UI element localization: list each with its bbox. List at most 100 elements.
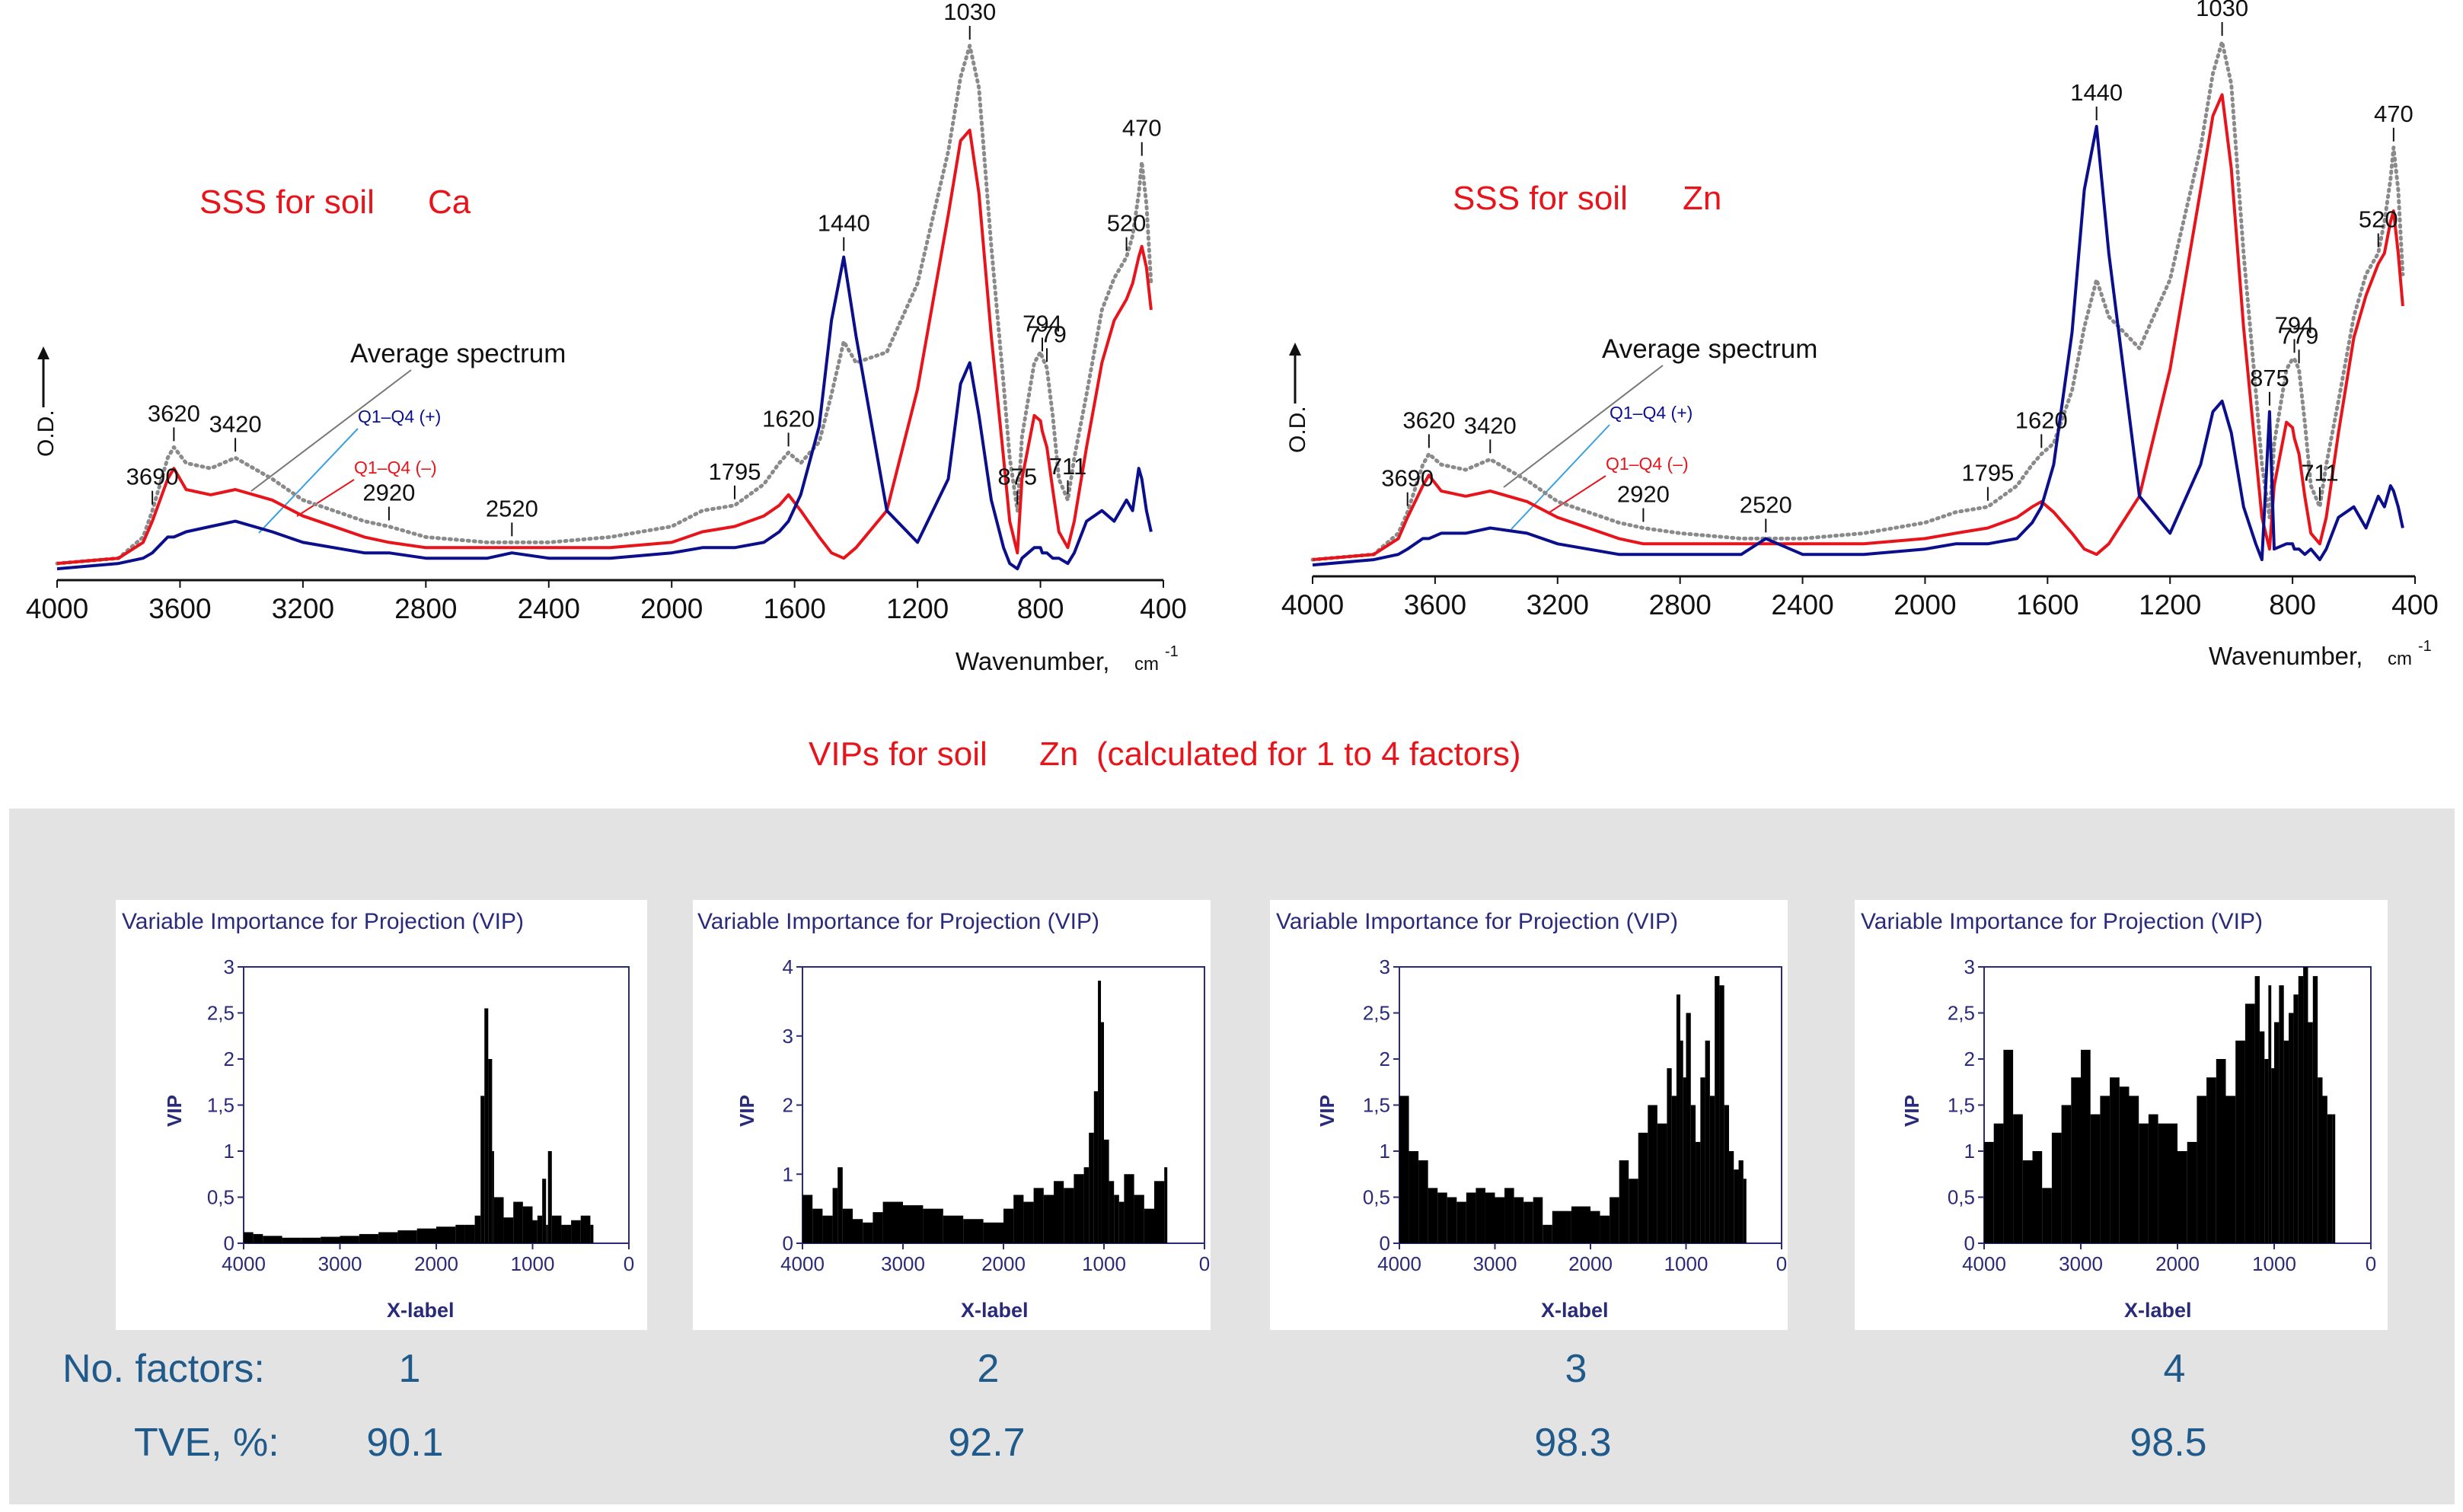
vip-bar [1144,1208,1154,1243]
x-tick-label: 3200 [1527,589,1589,620]
peak-label: 470 [1122,115,1162,142]
factor-value: 4 [2164,1347,2186,1391]
vip-bar [1700,1077,1705,1243]
factors-row-label: No. factors: [62,1347,265,1391]
vip-bar [1476,1188,1485,1243]
peak-label: 3620 [1402,407,1455,433]
vip-bar [2303,967,2308,1243]
vip-bar [1619,1160,1629,1243]
x-tick-label: 400 [1140,593,1187,624]
vip-bar [2032,1151,2043,1243]
vip-bar [2071,1077,2081,1243]
vip-bar [546,1224,548,1243]
vip-chart-title: Variable Importance for Projection (VIP) [697,909,1099,934]
average-spectrum-label: Average spectrum [350,339,566,368]
vip-x-tick-label: 0 [624,1252,634,1275]
vip-bar [1690,1105,1696,1243]
vip-bar [963,1219,984,1243]
vip-bar [1104,1139,1109,1243]
vip-y-tick-label: 2 [783,1094,793,1117]
peak-label: 1440 [2070,79,2123,106]
factor-value: 3 [1565,1347,1587,1391]
q-plus-label: Q1–Q4 (+) [358,407,441,426]
vip-bar [2003,1049,2014,1243]
vip-bar [455,1224,465,1243]
peak-label: 794 [2275,311,2315,338]
vip-x-tick-label: 4000 [780,1252,825,1275]
vip-bar [1648,1105,1657,1243]
peak-label: 3420 [209,410,262,437]
vip-bar [2013,1114,2023,1243]
vip-bar [2322,1096,2327,1243]
vip-bar [484,1008,489,1243]
peak-label: 794 [1023,310,1062,337]
vip-y-tick-label: 4 [783,955,793,978]
q-minus-label: Q1–Q4 (–) [354,458,437,477]
vip-bar [1683,1077,1686,1243]
tve-value: 90.1 [366,1421,443,1465]
vip-bar [2197,1096,2207,1243]
vip-bar [513,1201,523,1243]
vip-bar [2308,1022,2313,1243]
vip-bar [2327,1114,2333,1243]
vip-bar [2090,1114,2101,1243]
vip-bar [1164,1167,1168,1243]
peak-label: 1620 [762,405,815,432]
vip-plot: 0 1 2 3 4 4000 3000 2000 1000 0 [780,955,1210,1275]
vip-y-tick-label: 1,5 [1948,1094,1975,1117]
vip-bar [464,1224,475,1243]
vip-y-tick-label: 1 [783,1163,793,1185]
vip-bar [590,1224,594,1243]
tve-value: 98.3 [1534,1421,1611,1465]
vip-bar [863,1222,873,1243]
vip-bar [1109,1181,1115,1243]
q-plus-pointer [1511,424,1610,530]
vip-bar [1399,1096,1409,1243]
vip-bar [282,1237,301,1243]
series-line-q1-q4 [56,129,1153,566]
vip-x-tick-label: 4000 [1377,1252,1421,1275]
vip-bar [1543,1224,1552,1243]
vip-bar [2119,1086,2130,1243]
x-tick-label: 2800 [394,593,457,624]
vip-bar [1456,1201,1466,1243]
y-axis-label: O.D. [33,410,59,457]
vip-x-tick-label: 3000 [2059,1252,2103,1275]
vip-y-tick-label: 0 [783,1232,793,1255]
q-minus-pointer [1549,475,1606,513]
vip-bar [1610,1197,1619,1243]
vip-bar [2129,1096,2139,1243]
vip-bar [2264,1059,2269,1243]
vip-chart-title: Variable Importance for Projection (VIP) [1276,909,1678,934]
peak-label: 1030 [2196,0,2248,21]
vip-bar [2225,1096,2236,1243]
x-tick-label: 1600 [2016,589,2079,620]
vip-bar [1114,1195,1119,1243]
peak-label: 3620 [148,400,200,426]
vip-y-tick-label: 2 [1380,1048,1390,1070]
vip-bar [2187,1141,2197,1243]
vip-bar [812,1208,823,1243]
x-axis-unit: cm [2388,649,2412,669]
peak-label: 779 [2280,322,2319,349]
vip-plot: 0 0,5 1 1,5 2 2,5 3 4000 3000 2000 1000 0 [1363,955,1787,1275]
vip-bar [1728,1151,1734,1243]
peak-label: 1795 [1961,460,2014,486]
vip-bar [822,1215,833,1243]
vip-x-tick-label: 2000 [981,1252,1026,1275]
x-tick-label: 1200 [2139,589,2201,620]
vip-bar [1724,1105,1729,1243]
peak-label: 875 [997,464,1037,490]
vip-bar [1657,1123,1667,1243]
average-spectrum-pointer [250,369,412,492]
vip-bar [2283,1040,2289,1243]
vip-bar [923,1208,943,1243]
vip-bar [301,1237,321,1243]
chart-title-element: Zn [1683,180,1721,217]
vip-bar [253,1233,263,1243]
vip-chart-3: Variable Importance for Projection (VIP)… [1270,900,1788,1330]
vip-bar [1154,1181,1165,1243]
vip-bar [522,1206,533,1243]
x-tick-label: 3600 [1404,589,1466,620]
vip-bar [1719,985,1724,1243]
